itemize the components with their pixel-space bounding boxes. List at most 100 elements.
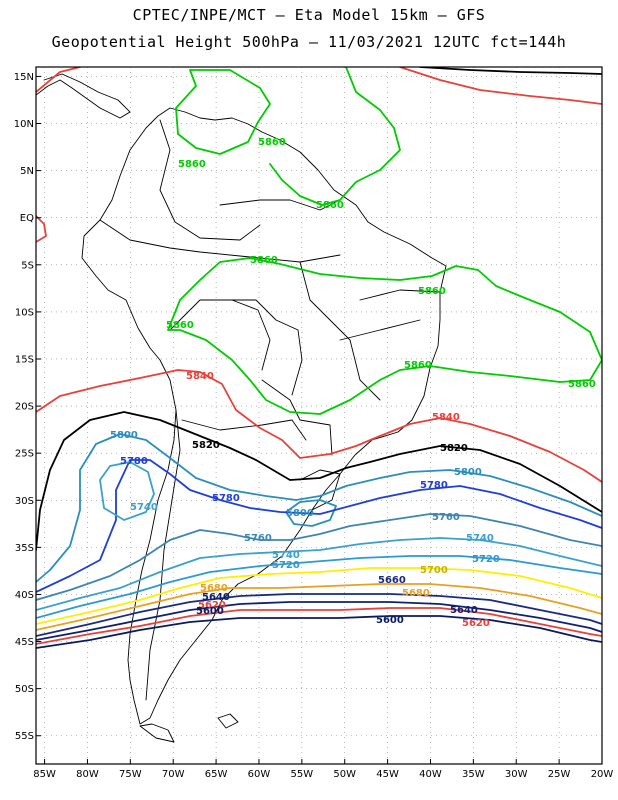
contour-label: 5600 <box>196 606 224 617</box>
contour-label: 5840 <box>432 412 460 423</box>
contour-label: 5780 <box>420 480 448 491</box>
lat-tick-label: 25S <box>15 449 34 460</box>
lon-tick-label: 25W <box>548 769 571 780</box>
border-brazil-bolivia <box>231 299 303 396</box>
lon-tick-label: 55W <box>291 769 314 780</box>
border-peru-bolivia <box>169 299 271 371</box>
contour-label: 5680 <box>200 583 228 594</box>
lat-tick-label: 15N <box>14 72 34 83</box>
contour-labels: 5860 5860 5860 5860 5860 5860 5860 5860 … <box>110 137 596 629</box>
border-venezuela-brazil <box>219 199 341 211</box>
border-colombia-venezuela <box>159 119 261 241</box>
falkland-islands <box>217 713 239 729</box>
contour-label: 5860 <box>166 320 194 331</box>
contour-label: 5620 <box>198 600 226 611</box>
contour-label: 5660 <box>378 575 406 586</box>
map-border <box>35 66 603 765</box>
contour-label: 5640 <box>202 592 230 603</box>
contour-5800 <box>36 433 602 583</box>
contour-label: 5860 <box>258 137 286 148</box>
contour-label: 5800 <box>454 467 482 478</box>
lon-tick-label: 30W <box>505 769 528 780</box>
contour-label: 5820 <box>192 440 220 451</box>
contour-5640 <box>36 601 602 641</box>
contour-5700 <box>36 567 602 625</box>
lon-tick-label: 40W <box>419 769 442 780</box>
lat-tick-label: 45S <box>15 637 34 648</box>
lon-tick-label: 50W <box>333 769 356 780</box>
contour-label: 5720 <box>272 560 300 571</box>
contour-5860-amazon <box>167 257 602 415</box>
contour-5860-caribbean <box>269 67 401 206</box>
contour-5840-north <box>36 67 602 105</box>
contour-label: 5860 <box>568 379 596 390</box>
contour-label: 5800 <box>286 508 314 519</box>
contour-label: 5760 <box>432 512 460 523</box>
contour-5740-cutoff <box>99 461 155 521</box>
contour-5780 <box>36 459 602 593</box>
contour-label: 5700 <box>420 565 448 576</box>
contour-5840 <box>36 369 602 483</box>
contour-label: 5640 <box>450 605 478 616</box>
coastline-and-borders <box>36 73 447 743</box>
central-america-coast <box>36 73 131 119</box>
lon-tick-label: 45W <box>376 769 399 780</box>
contour-5820 <box>36 411 602 551</box>
height-contours <box>36 67 602 649</box>
lon-tick-label: 35W <box>462 769 485 780</box>
title-line-2: Geopotential Height 500hPa – 11/03/2021 … <box>51 33 567 51</box>
contour-label: 5740 <box>130 502 158 513</box>
contour-5860-north <box>175 69 271 155</box>
contour-label: 5800 <box>110 430 138 441</box>
contour-5820-north <box>419 67 602 75</box>
contour-label: 5820 <box>440 443 468 454</box>
contour-label: 5860 <box>178 159 206 170</box>
south-america-coastline <box>81 107 447 725</box>
border-chile-argentina <box>145 409 181 701</box>
contour-label: 5680 <box>402 588 430 599</box>
contour-label: 5860 <box>316 200 344 211</box>
contour-5660 <box>36 593 602 637</box>
contour-label: 5740 <box>272 550 300 561</box>
contour-label: 5600 <box>376 615 404 626</box>
lon-tick-label: 80W <box>76 769 99 780</box>
lat-tick-label: 15S <box>15 354 34 365</box>
lat-tick-label: 50S <box>15 684 34 695</box>
contour-5620 <box>36 607 602 645</box>
lat-tick-label: 5S <box>21 260 34 271</box>
contour-label: 5740 <box>466 533 494 544</box>
contour-5840-edge <box>36 215 47 243</box>
contour-label: 5860 <box>418 286 446 297</box>
lat-tick-label: 30S <box>15 496 34 507</box>
lat-tick-label: 10S <box>15 307 34 318</box>
lat-tick-label: 35S <box>15 543 34 554</box>
contour-label: 5780 <box>212 493 240 504</box>
axis-tick-labels: 15N 10N 5N EQ 5S 10S 15S 20S 25S 30S 35S 40S 45S 50S 5… <box>14 72 614 780</box>
lon-tick-label: 75W <box>119 769 142 780</box>
contour-label: 5860 <box>404 360 432 371</box>
lon-tick-label: 70W <box>162 769 185 780</box>
lon-tick-label: 65W <box>205 769 228 780</box>
contour-5720 <box>36 555 602 619</box>
contour-5680 <box>36 583 602 631</box>
lat-tick-label: 40S <box>15 590 34 601</box>
border-bolivia-argentina <box>181 419 307 441</box>
lat-tick-label: 20S <box>15 402 34 413</box>
lat-tick-label: 55S <box>15 731 34 742</box>
contour-label: 5620 <box>462 618 490 629</box>
lat-tick-label: 10N <box>14 119 34 130</box>
contour-label: 5860 <box>250 255 278 266</box>
contour-5740 <box>36 537 602 611</box>
contour-label: 5780 <box>120 456 148 467</box>
lat-tick-label: 5N <box>20 166 34 177</box>
contour-5800-inner <box>285 499 337 527</box>
lon-tick-label: 20W <box>591 769 614 780</box>
contour-label: 5720 <box>472 554 500 565</box>
border-paraguay <box>261 379 333 456</box>
contour-5760 <box>36 513 602 601</box>
lon-tick-label: 60W <box>248 769 271 780</box>
contour-5600 <box>36 615 602 649</box>
lon-tick-label: 85W <box>33 769 56 780</box>
brazil-internal-borders <box>299 261 441 401</box>
